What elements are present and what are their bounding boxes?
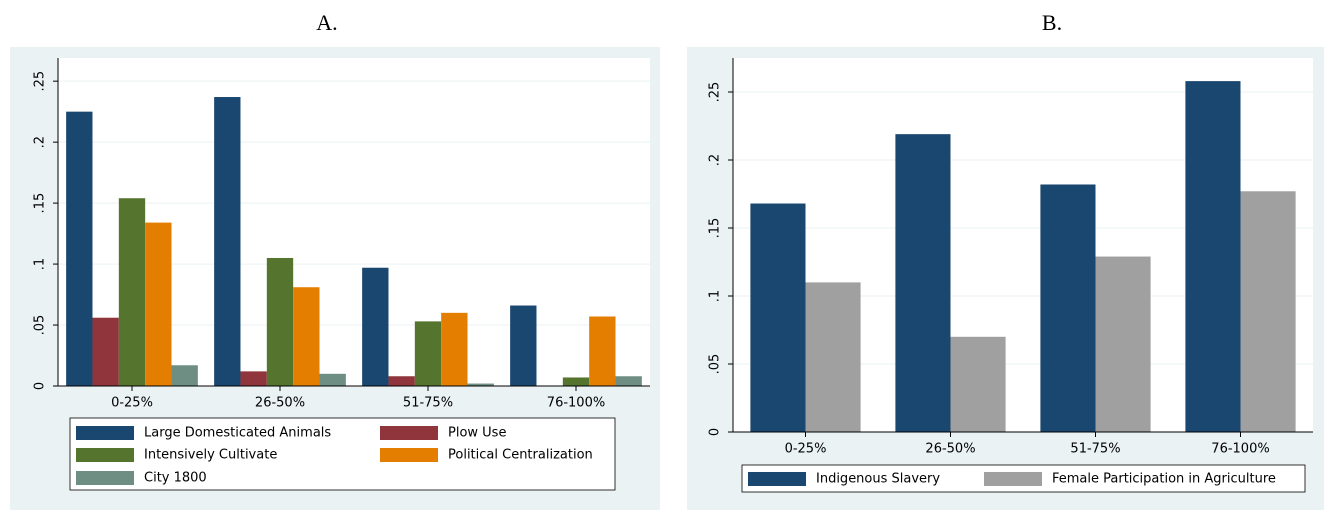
legend-swatch	[984, 472, 1042, 486]
legend-swatch	[76, 471, 134, 485]
bar	[950, 336, 1006, 432]
bar	[615, 376, 642, 386]
bar	[441, 312, 468, 386]
x-tick-label: 76-100%	[1211, 442, 1269, 457]
y-tick-label: .25	[708, 82, 723, 103]
bar	[319, 373, 346, 386]
bar	[388, 376, 415, 386]
x-tick-label: 51-75%	[1070, 442, 1120, 457]
legend-swatch	[76, 426, 134, 440]
bar	[1240, 191, 1296, 432]
bar	[1095, 256, 1151, 432]
bar	[240, 371, 267, 386]
x-tick-label: 0-25%	[111, 396, 153, 411]
legend-swatch	[748, 472, 806, 486]
legend-swatch	[380, 426, 438, 440]
legend-swatch	[76, 448, 134, 462]
y-tick-label: .05	[33, 315, 48, 336]
legend-label: City 1800	[144, 471, 207, 486]
bar	[1185, 81, 1241, 433]
bar	[293, 287, 320, 386]
x-tick-label: 51-75%	[403, 396, 453, 411]
bar	[92, 317, 119, 386]
bar	[589, 316, 616, 386]
y-tick-label: .25	[33, 71, 48, 92]
bar	[750, 203, 806, 432]
bar	[118, 198, 146, 386]
legend-swatch	[380, 448, 438, 462]
chart-title: A.	[316, 10, 337, 35]
bar	[171, 365, 198, 386]
bar	[145, 222, 172, 386]
legend-label: Intensively Cultivate	[144, 448, 277, 463]
x-tick-label: 76-100%	[547, 396, 605, 411]
bar	[214, 97, 241, 386]
bar	[66, 111, 93, 386]
x-tick-label: 26-50%	[925, 442, 975, 457]
x-tick-label: 26-50%	[255, 396, 305, 411]
bar	[805, 282, 861, 432]
y-tick-label: 0	[33, 382, 48, 390]
bar	[266, 257, 294, 386]
chart-title: B.	[1042, 10, 1062, 35]
y-tick-label: .15	[708, 218, 723, 239]
bar	[510, 305, 537, 386]
bar	[1040, 184, 1096, 432]
bar	[562, 377, 590, 386]
y-tick-label: .2	[33, 136, 48, 148]
y-tick-label: 0	[708, 428, 723, 436]
y-tick-label: .1	[708, 290, 723, 302]
legend-label: Large Domesticated Animals	[144, 426, 331, 441]
bar	[362, 267, 389, 386]
y-tick-label: .05	[708, 354, 723, 375]
legend-label: Female Participation in Agriculture	[1052, 472, 1276, 487]
legend-label: Indigenous Slavery	[816, 472, 940, 487]
legend-box	[69, 417, 616, 491]
legend-label: Plow Use	[448, 426, 506, 441]
bar	[895, 134, 951, 432]
bar	[467, 383, 494, 386]
x-tick-label: 0-25%	[785, 442, 827, 457]
y-tick-label: .1	[33, 258, 48, 270]
y-tick-label: .2	[708, 154, 723, 166]
y-tick-label: .15	[33, 193, 48, 214]
legend-label: Political Centralization	[448, 448, 593, 463]
bar	[414, 321, 442, 386]
